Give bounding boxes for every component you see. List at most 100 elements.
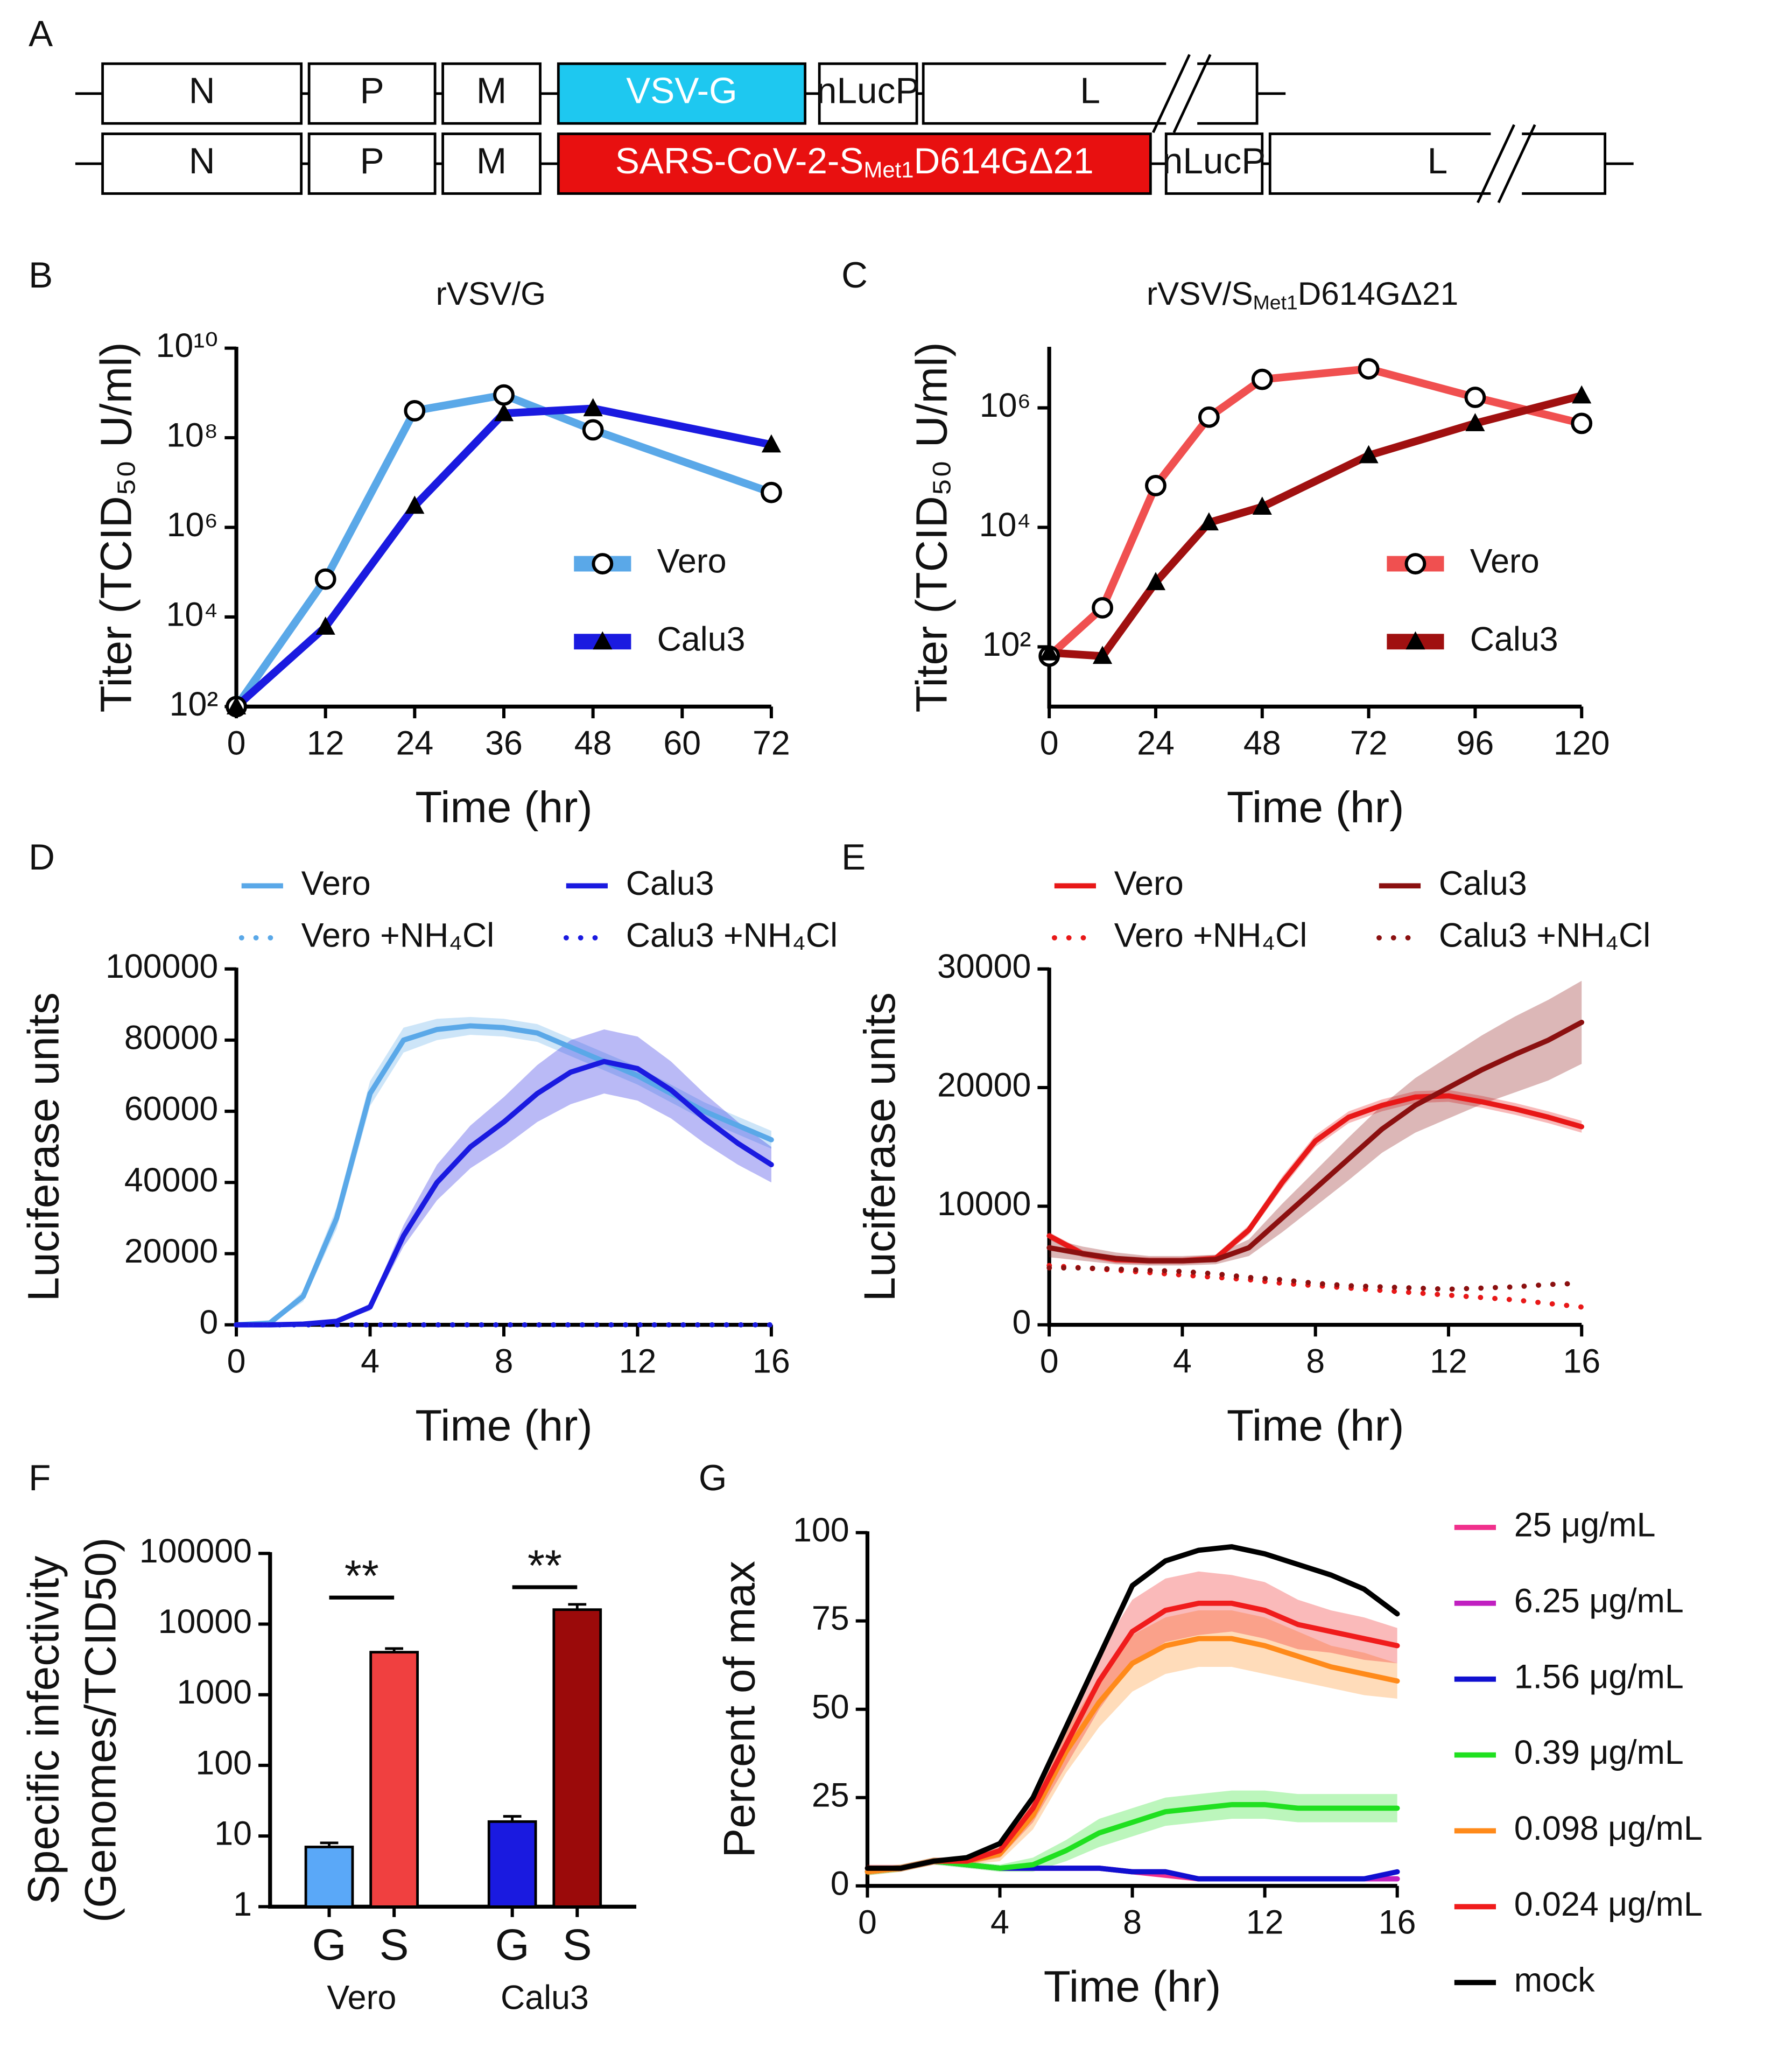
break-slash [1172, 54, 1212, 134]
y-tick-label: 100000 [106, 948, 218, 985]
y-tick-label: 10⁸ [166, 417, 218, 454]
x-tick-label: 60 [663, 724, 701, 762]
legend-label: 0.098 μg/mL [1514, 1810, 1703, 1847]
legend-label: Calu3 [626, 865, 714, 902]
panel-label: G [699, 1458, 727, 1498]
legend-label: 0.024 μg/mL [1514, 1885, 1703, 1923]
marker [761, 434, 782, 453]
x-tick-label: 0 [227, 724, 246, 762]
x-tick-label: 4 [361, 1343, 380, 1380]
x-tick-label: S [563, 1920, 592, 1969]
gene-label-run: SARS-CoV-2-S [615, 141, 864, 181]
x-tick-label: 24 [1137, 724, 1175, 762]
gene-label-run: Met1 [863, 157, 913, 183]
gene-label: L [1428, 141, 1448, 181]
x-axis-title: Time (hr) [1227, 783, 1404, 832]
error-band [1049, 1090, 1582, 1265]
marker [1145, 475, 1166, 496]
legend-label: Calu3 +NH₄Cl [626, 916, 838, 954]
error-bar [385, 1647, 404, 1652]
gene-box [441, 132, 542, 195]
gene-box [101, 132, 303, 195]
y-tick-label: 100 [195, 1744, 252, 1782]
marker [1359, 445, 1379, 464]
break-slash [1477, 124, 1515, 204]
legend-label: 6.25 μg/mL [1514, 1582, 1684, 1620]
y-axis-title: Luciferase units [855, 992, 904, 1301]
y-tick-label: 10⁴ [166, 596, 219, 634]
group-label: Vero [327, 1979, 396, 2017]
gene-label: nLucP [817, 71, 919, 111]
x-tick-label: 12 [1430, 1343, 1467, 1380]
x-tick-label: 48 [574, 724, 612, 762]
break-slash [1151, 54, 1191, 134]
gene-label: nLucP [1163, 141, 1266, 181]
x-tick-label: G [312, 1920, 347, 1969]
y-tick-label: 20000 [937, 1067, 1031, 1104]
gene-label-run: D614GΔ21 [914, 141, 1094, 181]
legend-label: Calu3 [1470, 620, 1558, 658]
legend-label: Vero [301, 865, 371, 902]
marker [592, 553, 614, 574]
y-tick-label: 10⁴ [979, 506, 1031, 544]
x-tick-label: 36 [485, 724, 523, 762]
x-tick-label: 48 [1243, 724, 1281, 762]
legend-label: Vero +NH₄Cl [301, 916, 495, 954]
y-tick-label: 10000 [937, 1185, 1031, 1223]
x-tick-label: G [495, 1920, 530, 1969]
data-line [232, 404, 776, 711]
legend-label: Calu3 [657, 620, 746, 658]
gene-box [441, 62, 542, 125]
x-tick-label: 8 [1306, 1343, 1325, 1380]
data-line [865, 1544, 1400, 1871]
x-tick-label: 4 [990, 1904, 1009, 1941]
gene-label: N [189, 71, 215, 111]
chart-title-run: Met1 [1253, 291, 1298, 313]
marker [1404, 553, 1426, 574]
data-line [1045, 391, 1586, 660]
error-bar [503, 1815, 522, 1822]
marker [405, 495, 425, 514]
error-band [867, 1790, 1397, 1876]
marker [1358, 358, 1380, 380]
panel-label: B [29, 255, 53, 296]
y-axis-title: (Genomes/TCID50) [76, 1538, 125, 1923]
gene-box [307, 132, 437, 195]
y-tick-label: 100000 [139, 1532, 252, 1570]
y-axis-title: Titer (TCID₅₀ U/ml) [92, 342, 141, 712]
y-tick-label: 10⁶ [167, 506, 219, 544]
y-tick-label: 10² [170, 685, 219, 723]
panel-label: A [29, 13, 53, 54]
marker [1464, 387, 1486, 408]
marker [493, 384, 515, 406]
x-tick-label: S [380, 1920, 409, 1969]
y-tick-label: 10¹⁰ [156, 327, 218, 364]
legend-label: Calu3 [1439, 865, 1527, 902]
data-line [234, 1058, 774, 1328]
y-tick-label: 30000 [937, 948, 1031, 985]
marker [1039, 642, 1059, 661]
y-tick-label: 10 [214, 1815, 252, 1853]
gene-box [1164, 132, 1264, 195]
marker [1146, 572, 1166, 591]
y-axis-title: Titer (TCID₅₀ U/ml) [908, 342, 957, 712]
x-axis-title: Time (hr) [415, 783, 592, 832]
y-tick-label: 20000 [124, 1232, 218, 1270]
bar [369, 1651, 419, 1908]
y-tick-label: 75 [812, 1600, 849, 1637]
marker [1198, 406, 1220, 428]
data-line [1046, 1265, 1585, 1292]
y-tick-label: 10² [982, 626, 1031, 663]
gene-label: M [476, 141, 507, 181]
legend-label: 1.56 μg/mL [1514, 1658, 1684, 1695]
chart-title-run: D614GΔ21 [1298, 275, 1458, 312]
y-tick-label: 60000 [124, 1090, 218, 1128]
y-tick-label: 0 [1012, 1303, 1031, 1341]
legend-label: 0.39 μg/mL [1514, 1734, 1684, 1771]
marker [494, 403, 514, 422]
error-bar [568, 1603, 587, 1610]
marker [1199, 512, 1219, 531]
